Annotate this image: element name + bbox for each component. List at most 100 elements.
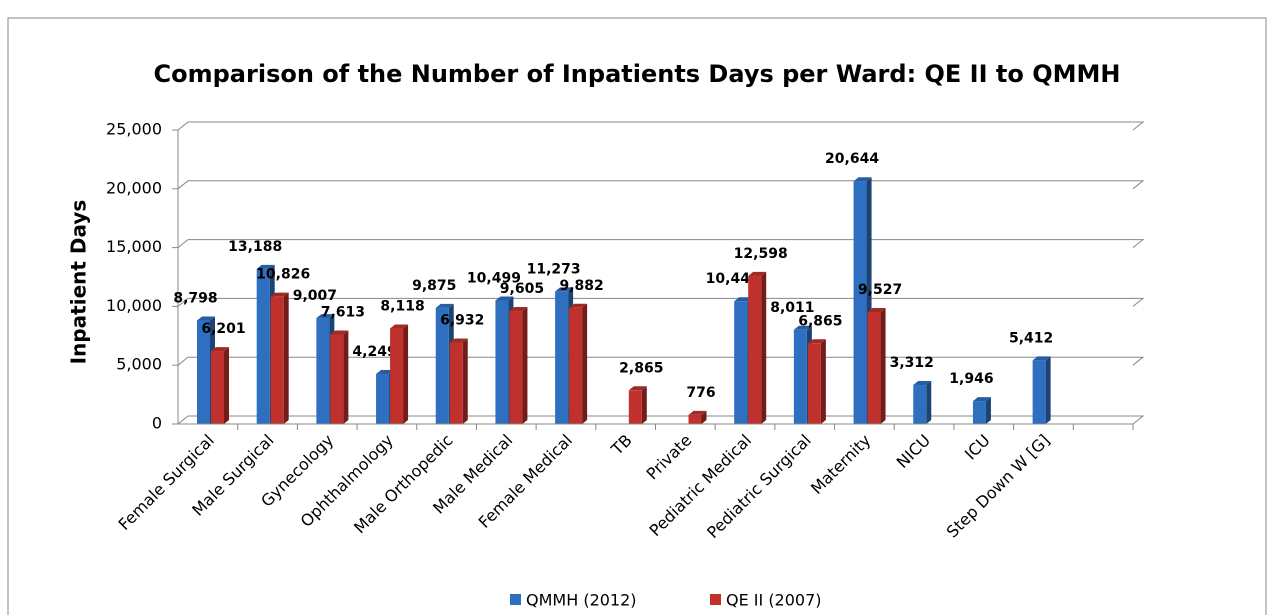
data-label: 7,613 [321, 304, 365, 320]
data-label: 776 [686, 385, 715, 401]
bar-side [701, 410, 707, 424]
bar [270, 296, 284, 424]
bar-top [913, 381, 932, 386]
y-tick-label: 15,000 [106, 237, 162, 256]
chart-title: Comparison of the Number of Inpatients D… [154, 60, 1121, 88]
data-label: 8,011 [770, 300, 814, 316]
y-tick-label: 5,000 [116, 355, 162, 374]
chart-frame [7, 17, 1267, 615]
data-label: 6,865 [798, 313, 842, 329]
data-label: 4,249 [352, 344, 396, 360]
bar-top [793, 325, 812, 330]
bar [867, 311, 881, 424]
legend-swatch [710, 594, 721, 605]
bar-side [641, 386, 647, 424]
data-label: 9,875 [412, 278, 456, 294]
bar-top [270, 292, 289, 297]
bar [688, 414, 702, 424]
bar [628, 390, 642, 424]
bar [555, 291, 569, 424]
bar-top [555, 287, 574, 292]
bar-side [926, 381, 932, 424]
bar-side [224, 347, 229, 424]
bar-top [376, 370, 395, 375]
legend-label: QE II (2007) [726, 591, 822, 610]
legend-label: QMMH (2012) [526, 591, 637, 610]
bar-top [1032, 356, 1051, 361]
bar-top [449, 338, 468, 343]
bar [748, 275, 762, 424]
y-tick-label: 0 [152, 414, 162, 433]
y-tick-label: 25,000 [106, 120, 162, 139]
bar [972, 401, 986, 424]
bar-top [390, 324, 409, 329]
grid-line [177, 297, 1145, 307]
data-label: 10,440 [706, 271, 760, 287]
bar [435, 307, 449, 424]
bar [807, 343, 821, 424]
bar-side [985, 397, 991, 424]
bar-side [403, 324, 409, 424]
data-label: 13,188 [228, 239, 282, 255]
y-axis-label: Inpatient Days [67, 200, 91, 365]
data-label: 10,826 [256, 267, 310, 283]
data-label: 9,605 [500, 281, 544, 297]
bar-top [211, 347, 229, 352]
bar [509, 311, 523, 424]
bar-top [867, 307, 886, 312]
bar-side [582, 303, 588, 424]
data-label: 6,932 [440, 312, 484, 328]
data-label: 1,946 [949, 371, 993, 387]
data-label: 6,201 [201, 321, 245, 337]
data-label: 8,118 [380, 299, 424, 315]
bar-top [688, 410, 707, 415]
bar-top [256, 264, 275, 269]
bar-top [495, 296, 514, 301]
grid-line [177, 356, 1145, 366]
bar-side [343, 330, 349, 424]
bar-top [734, 297, 753, 302]
bar-top [569, 303, 588, 308]
data-label: 3,312 [890, 355, 934, 371]
data-label: 9,882 [559, 278, 603, 294]
data-label: 12,598 [734, 246, 788, 262]
bar-top [316, 314, 335, 319]
data-label: 8,798 [173, 291, 217, 307]
bar-side [462, 338, 468, 424]
data-label: 9,007 [293, 288, 337, 304]
bar [316, 318, 330, 424]
grid-line [177, 121, 1145, 131]
bar-top [853, 177, 872, 182]
legend-swatch [510, 594, 521, 605]
bar [449, 342, 463, 424]
data-label: 2,865 [619, 360, 663, 376]
bar-side [820, 339, 826, 424]
bar-top [748, 271, 767, 276]
bar-side [1045, 356, 1051, 424]
bar [197, 320, 210, 424]
bar-side [761, 271, 767, 424]
bar-top [330, 330, 349, 335]
bar-top [628, 386, 647, 391]
bar [793, 329, 807, 424]
bar [211, 351, 224, 424]
data-label: 9,527 [858, 282, 902, 298]
bar [376, 374, 390, 424]
data-label: 20,644 [825, 151, 879, 167]
bar [569, 307, 583, 424]
bar-side [522, 307, 528, 424]
data-label: 10,499 [467, 271, 521, 287]
grid-line [177, 180, 1145, 190]
grid-line [177, 415, 1145, 425]
bar [734, 301, 748, 424]
bar-side [283, 292, 289, 424]
bar [390, 328, 404, 424]
grid-line [177, 239, 1145, 248]
bar [495, 300, 509, 424]
data-label: 5,412 [1009, 330, 1053, 346]
bar-top [972, 397, 991, 402]
bar-top [197, 316, 215, 321]
bar [913, 385, 927, 424]
bar-side [880, 307, 886, 424]
